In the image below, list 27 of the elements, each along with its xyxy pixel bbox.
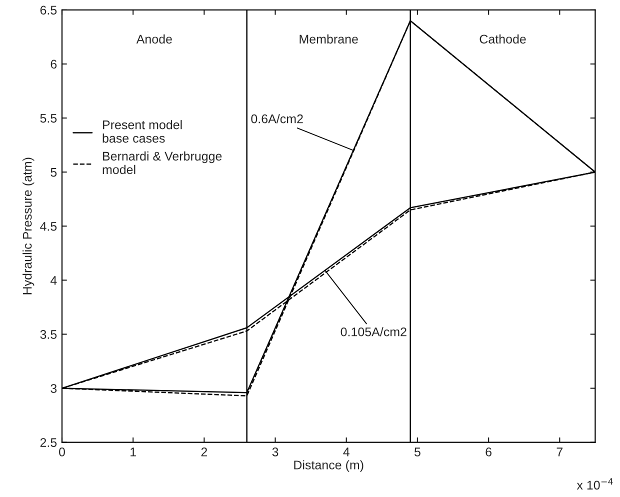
y-tick-label: 4.5 bbox=[40, 222, 57, 231]
y-tick-label: 2.5 bbox=[40, 438, 57, 447]
x-tick-label: 3 bbox=[272, 448, 278, 456]
text: x 10$^{−4}$ bbox=[576, 478, 613, 490]
legend-label: Present model base cases bbox=[102, 120, 182, 143]
x-axis-title: Distance (m) bbox=[294, 460, 364, 472]
y-tick-label: 4 bbox=[50, 276, 57, 285]
y-axis-title: Hydraulic Pressure (atm) bbox=[22, 158, 34, 294]
x-tick-label: 5 bbox=[414, 448, 420, 456]
x-tick-label: 7 bbox=[556, 448, 562, 456]
y-tick-label: 5.5 bbox=[40, 114, 57, 123]
annotation: Membrane bbox=[300, 34, 358, 44]
y-tick-label: 6.5 bbox=[40, 6, 57, 15]
annotation: Anode bbox=[136, 34, 172, 44]
x-tick-label: 6 bbox=[486, 448, 492, 456]
annotation: Cathode bbox=[480, 34, 526, 44]
x-tick-label: 2 bbox=[201, 448, 208, 456]
x-tick-label: 4 bbox=[343, 448, 350, 456]
annotation: 0.6A/cm2 bbox=[251, 114, 303, 124]
annotation: 0.105A/cm2 bbox=[340, 327, 406, 336]
x-tick-label: 1 bbox=[130, 448, 136, 456]
legend-label: Bernardi & Verbrugge model bbox=[102, 151, 222, 174]
y-tick-label: 3.5 bbox=[40, 330, 57, 339]
y-tick-label: 5 bbox=[50, 168, 57, 177]
y-tick-label: 6 bbox=[50, 60, 57, 69]
x-tick-label: 0 bbox=[59, 448, 65, 456]
y-tick-label: 3 bbox=[50, 384, 57, 393]
